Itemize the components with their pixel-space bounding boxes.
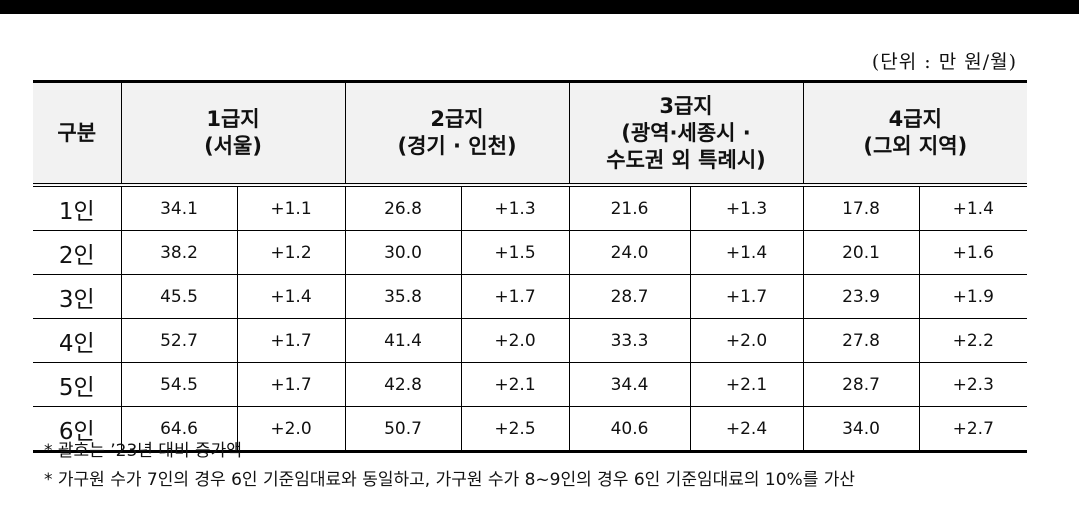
cell: +1.7 [236,318,345,363]
rent-table: 구분 1급지 (서울) 2급지 (경기 · 인천) 3급지 (광역·세종시 · 수도권 외 특… [33,80,1028,453]
table-row: 5인 54.5 +1.7 42.8 +2.1 34.4 +2.1 28.7 +2.3 [33,362,1028,407]
cell: 21.6 [568,185,691,231]
unit-label: (단위 : 만 원/월) [871,51,1017,73]
cell: 30.0 [344,230,461,275]
note: * 괄호는 ’23년 대비 증가액 [44,441,242,461]
header-line: (그외 지역) [863,134,968,158]
row-label: 3인 [33,274,121,319]
cell: +1.4 [689,230,804,275]
cell: +1.6 [918,230,1028,275]
cell: 20.1 [802,230,920,275]
cell: +1.3 [689,185,804,231]
cell: 41.4 [344,318,461,363]
cell: +2.1 [689,362,804,407]
header-line: 1급지 [206,107,260,131]
cell: 23.9 [802,274,920,319]
header-line: 4급지 [888,107,942,131]
cell: 17.8 [802,185,920,231]
header-cell: 1급지 (서울) [120,80,345,187]
cell: +1.7 [689,274,804,319]
table-row: 6인 64.6 +2.0 50.7 +2.5 40.6 +2.4 34.0 +2.7 [33,406,1028,453]
cell: 40.6 [568,406,691,453]
cell: +2.0 [689,318,804,363]
cell: 34.4 [568,362,691,407]
row-label: 5인 [33,362,121,407]
row-label: 1인 [33,185,121,231]
cell: +2.1 [460,362,570,407]
row-label: 4인 [33,318,121,363]
cell: +1.2 [236,230,345,275]
header-cell: 3급지 (광역·세종시 · 수도권 외 특례시) [568,80,804,187]
row-label: 6인 [33,406,121,453]
table-row: 3인 45.5 +1.4 35.8 +1.7 28.7 +1.7 23.9 +1.9 [33,274,1028,319]
cell: +1.4 [236,274,345,319]
cell: +1.4 [918,185,1028,231]
header-cell: 구분 [33,80,121,187]
cell: 42.8 [344,362,461,407]
cell: 33.3 [568,318,691,363]
header-line: 구분 [57,120,97,145]
header-line: 수도권 외 특례시) [606,147,766,172]
cell: 64.6 [120,406,237,453]
table-row: 4인 52.7 +1.7 41.4 +2.0 33.3 +2.0 27.8 +2.2 [33,318,1028,363]
table-body: 1인 34.1 +1.1 26.8 +1.3 21.6 +1.3 17.8 +1.4 2인 38.2… [33,185,1028,453]
table-row: 1인 34.1 +1.1 26.8 +1.3 21.6 +1.3 17.8 +1.4 [33,185,1028,231]
cell: 27.8 [802,318,920,363]
cell: +2.2 [918,318,1028,363]
header-row: 구분 1급지 (서울) 2급지 (경기 · 인천) 3급지 (광역·세종시 · 수도권 외 특… [33,80,1028,187]
cell: +1.1 [236,185,345,231]
cell: +1.9 [918,274,1028,319]
row-label: 2인 [33,230,121,275]
header-line: 2급지 [430,107,484,131]
cell: 26.8 [344,185,461,231]
cell: 28.7 [802,362,920,407]
header-line: (경기 · 인천) [397,134,517,158]
note: * 가구원 수가 7인의 경우 6인 기준임대료와 동일하고, 가구원 수가 8… [44,470,856,490]
cell: +2.7 [918,406,1028,453]
cell: +2.0 [236,406,345,453]
cell: 38.2 [120,230,237,275]
header-cell: 4급지 (그외 지역) [802,80,1028,187]
header-cell: 2급지 (경기 · 인천) [344,80,570,187]
cell: 45.5 [120,274,237,319]
cell: +2.5 [460,406,570,453]
cell: 52.7 [120,318,237,363]
cell: +2.3 [918,362,1028,407]
cell: +2.4 [689,406,804,453]
table-row: 2인 38.2 +1.2 30.0 +1.5 24.0 +1.4 20.1 +1.6 [33,230,1028,275]
cell: 34.1 [120,185,237,231]
cell: 34.0 [802,406,920,453]
top-bar [0,0,1079,14]
cell: +1.5 [460,230,570,275]
header-line: (광역·세종시 · [621,120,751,145]
cell: 28.7 [568,274,691,319]
cell: +1.7 [460,274,570,319]
cell: 50.7 [344,406,461,453]
cell: +2.0 [460,318,570,363]
cell: 24.0 [568,230,691,275]
header-line: 3급지 [659,93,713,118]
cell: +1.3 [460,185,570,231]
cell: 54.5 [120,362,237,407]
header-line: (서울) [204,134,262,158]
cell: +1.7 [236,362,345,407]
cell: 35.8 [344,274,461,319]
